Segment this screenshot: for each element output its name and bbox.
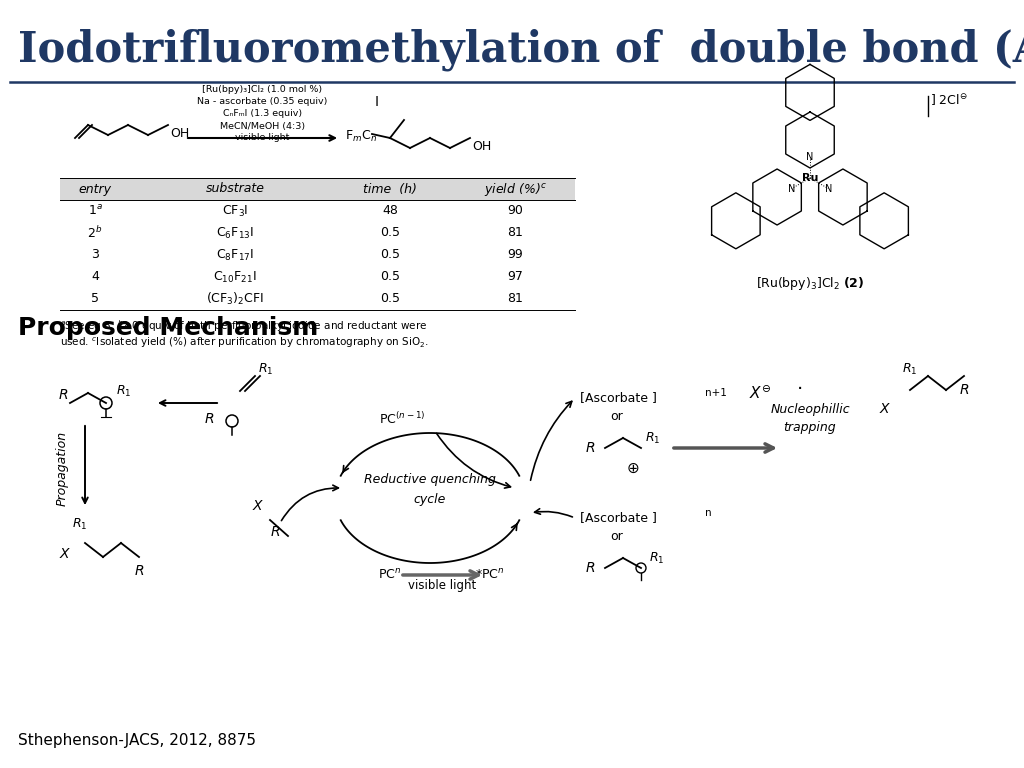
- Text: trapping: trapping: [783, 422, 837, 435]
- Text: Na - ascorbate (0.35 equiv): Na - ascorbate (0.35 equiv): [198, 98, 328, 107]
- Text: 0.5: 0.5: [380, 249, 400, 261]
- Text: N: N: [787, 184, 796, 194]
- Text: $R_1$: $R_1$: [73, 517, 88, 532]
- Text: $R$: $R$: [134, 564, 144, 578]
- Text: PC$^n$: PC$^n$: [378, 568, 401, 582]
- Text: 0.5: 0.5: [380, 293, 400, 306]
- Text: 1$^a$: 1$^a$: [88, 204, 102, 218]
- Text: visible light: visible light: [236, 134, 290, 143]
- Text: cycle: cycle: [414, 494, 446, 507]
- Text: [Ascorbate ]: [Ascorbate ]: [580, 392, 656, 405]
- Text: 3: 3: [91, 249, 99, 261]
- Text: or: or: [610, 409, 623, 422]
- Text: .: .: [797, 374, 803, 393]
- Text: 99: 99: [507, 249, 523, 261]
- Text: 4: 4: [91, 270, 99, 283]
- Text: ] 2Cl$^{\ominus}$: ] 2Cl$^{\ominus}$: [930, 92, 968, 108]
- Text: F$_m$C$_n$: F$_m$C$_n$: [345, 128, 377, 144]
- Text: C$_8$F$_{17}$I: C$_8$F$_{17}$I: [216, 247, 254, 263]
- Text: 81: 81: [507, 227, 523, 240]
- Text: Iodotrifluoromethylation of  double bond (ATRA): Iodotrifluoromethylation of double bond …: [18, 28, 1024, 71]
- Text: n: n: [705, 508, 712, 518]
- Text: [Ru(bpy)$_3$]Cl$_2$ $\mathbf{(2)}$: [Ru(bpy)$_3$]Cl$_2$ $\mathbf{(2)}$: [756, 274, 864, 292]
- Text: $R_1$: $R_1$: [116, 383, 131, 399]
- Text: 2$^b$: 2$^b$: [87, 225, 102, 241]
- Text: $X$: $X$: [58, 547, 72, 561]
- Text: Ru: Ru: [802, 173, 818, 183]
- Text: MeCN/MeOH (4:3): MeCN/MeOH (4:3): [220, 121, 305, 131]
- Text: N: N: [824, 184, 833, 194]
- Text: entry: entry: [79, 183, 112, 196]
- Text: $^a$See eq 8. $^b$2.0 equiv of both perfluoroalkyl iodide and reductant were
use: $^a$See eq 8. $^b$2.0 equiv of both perf…: [60, 318, 429, 350]
- Text: I: I: [375, 95, 379, 109]
- Text: $X$: $X$: [879, 402, 891, 416]
- Text: 0.5: 0.5: [380, 270, 400, 283]
- Text: $R$: $R$: [204, 412, 214, 426]
- Text: $\oplus$: $\oplus$: [627, 461, 640, 475]
- Text: 5: 5: [91, 293, 99, 306]
- Text: C$_{10}$F$_{21}$I: C$_{10}$F$_{21}$I: [213, 270, 257, 285]
- Text: CₙFₘI (1.3 equiv): CₙFₘI (1.3 equiv): [223, 110, 302, 118]
- Text: 81: 81: [507, 293, 523, 306]
- Text: $X^{\ominus}$: $X^{\ominus}$: [749, 384, 771, 402]
- Text: yield (%)$^c$: yield (%)$^c$: [483, 180, 547, 197]
- Text: *PC$^n$: *PC$^n$: [475, 568, 505, 582]
- Text: $R_1$: $R_1$: [902, 362, 918, 377]
- Text: n+1: n+1: [705, 388, 727, 398]
- Text: $X$: $X$: [252, 499, 264, 513]
- Text: [Ru(bpy)₃]Cl₂ (1.0 mol %): [Ru(bpy)₃]Cl₂ (1.0 mol %): [203, 85, 323, 94]
- Text: CF$_3$I: CF$_3$I: [222, 204, 248, 219]
- Text: Sthephenson-JACS, 2012, 8875: Sthephenson-JACS, 2012, 8875: [18, 733, 256, 747]
- Text: Propagation: Propagation: [55, 430, 69, 505]
- Text: visible light: visible light: [408, 578, 476, 591]
- Text: $R$: $R$: [958, 383, 969, 397]
- Text: $R$: $R$: [57, 388, 68, 402]
- Text: PC$^{(n-1)}$: PC$^{(n-1)}$: [379, 411, 425, 427]
- Text: 90: 90: [507, 204, 523, 217]
- Text: [Ascorbate ]: [Ascorbate ]: [580, 511, 656, 525]
- Text: 48: 48: [382, 204, 398, 217]
- Text: $R_1$: $R_1$: [258, 362, 273, 376]
- Text: $R_1$: $R_1$: [649, 551, 665, 565]
- Text: 0.5: 0.5: [380, 227, 400, 240]
- Text: (CF$_3$)$_2$CFI: (CF$_3$)$_2$CFI: [206, 291, 264, 307]
- Text: 97: 97: [507, 270, 523, 283]
- Text: Nucleophillic: Nucleophillic: [770, 403, 850, 416]
- Text: OH: OH: [170, 127, 189, 140]
- Bar: [60, 178, 575, 200]
- Text: $R_1$: $R_1$: [645, 430, 660, 445]
- Text: Reductive quenching: Reductive quenching: [365, 474, 496, 486]
- Text: OH: OH: [472, 140, 492, 153]
- Text: substrate: substrate: [206, 183, 264, 196]
- Text: Proposed Mechanism: Proposed Mechanism: [18, 316, 318, 340]
- Text: time  (h): time (h): [364, 183, 417, 196]
- Text: or: or: [610, 529, 623, 542]
- Text: $R$: $R$: [585, 441, 595, 455]
- Text: C$_6$F$_{13}$I: C$_6$F$_{13}$I: [216, 226, 254, 240]
- Text: $R$: $R$: [270, 525, 281, 539]
- Text: $R$: $R$: [585, 561, 595, 575]
- Text: N: N: [806, 152, 814, 162]
